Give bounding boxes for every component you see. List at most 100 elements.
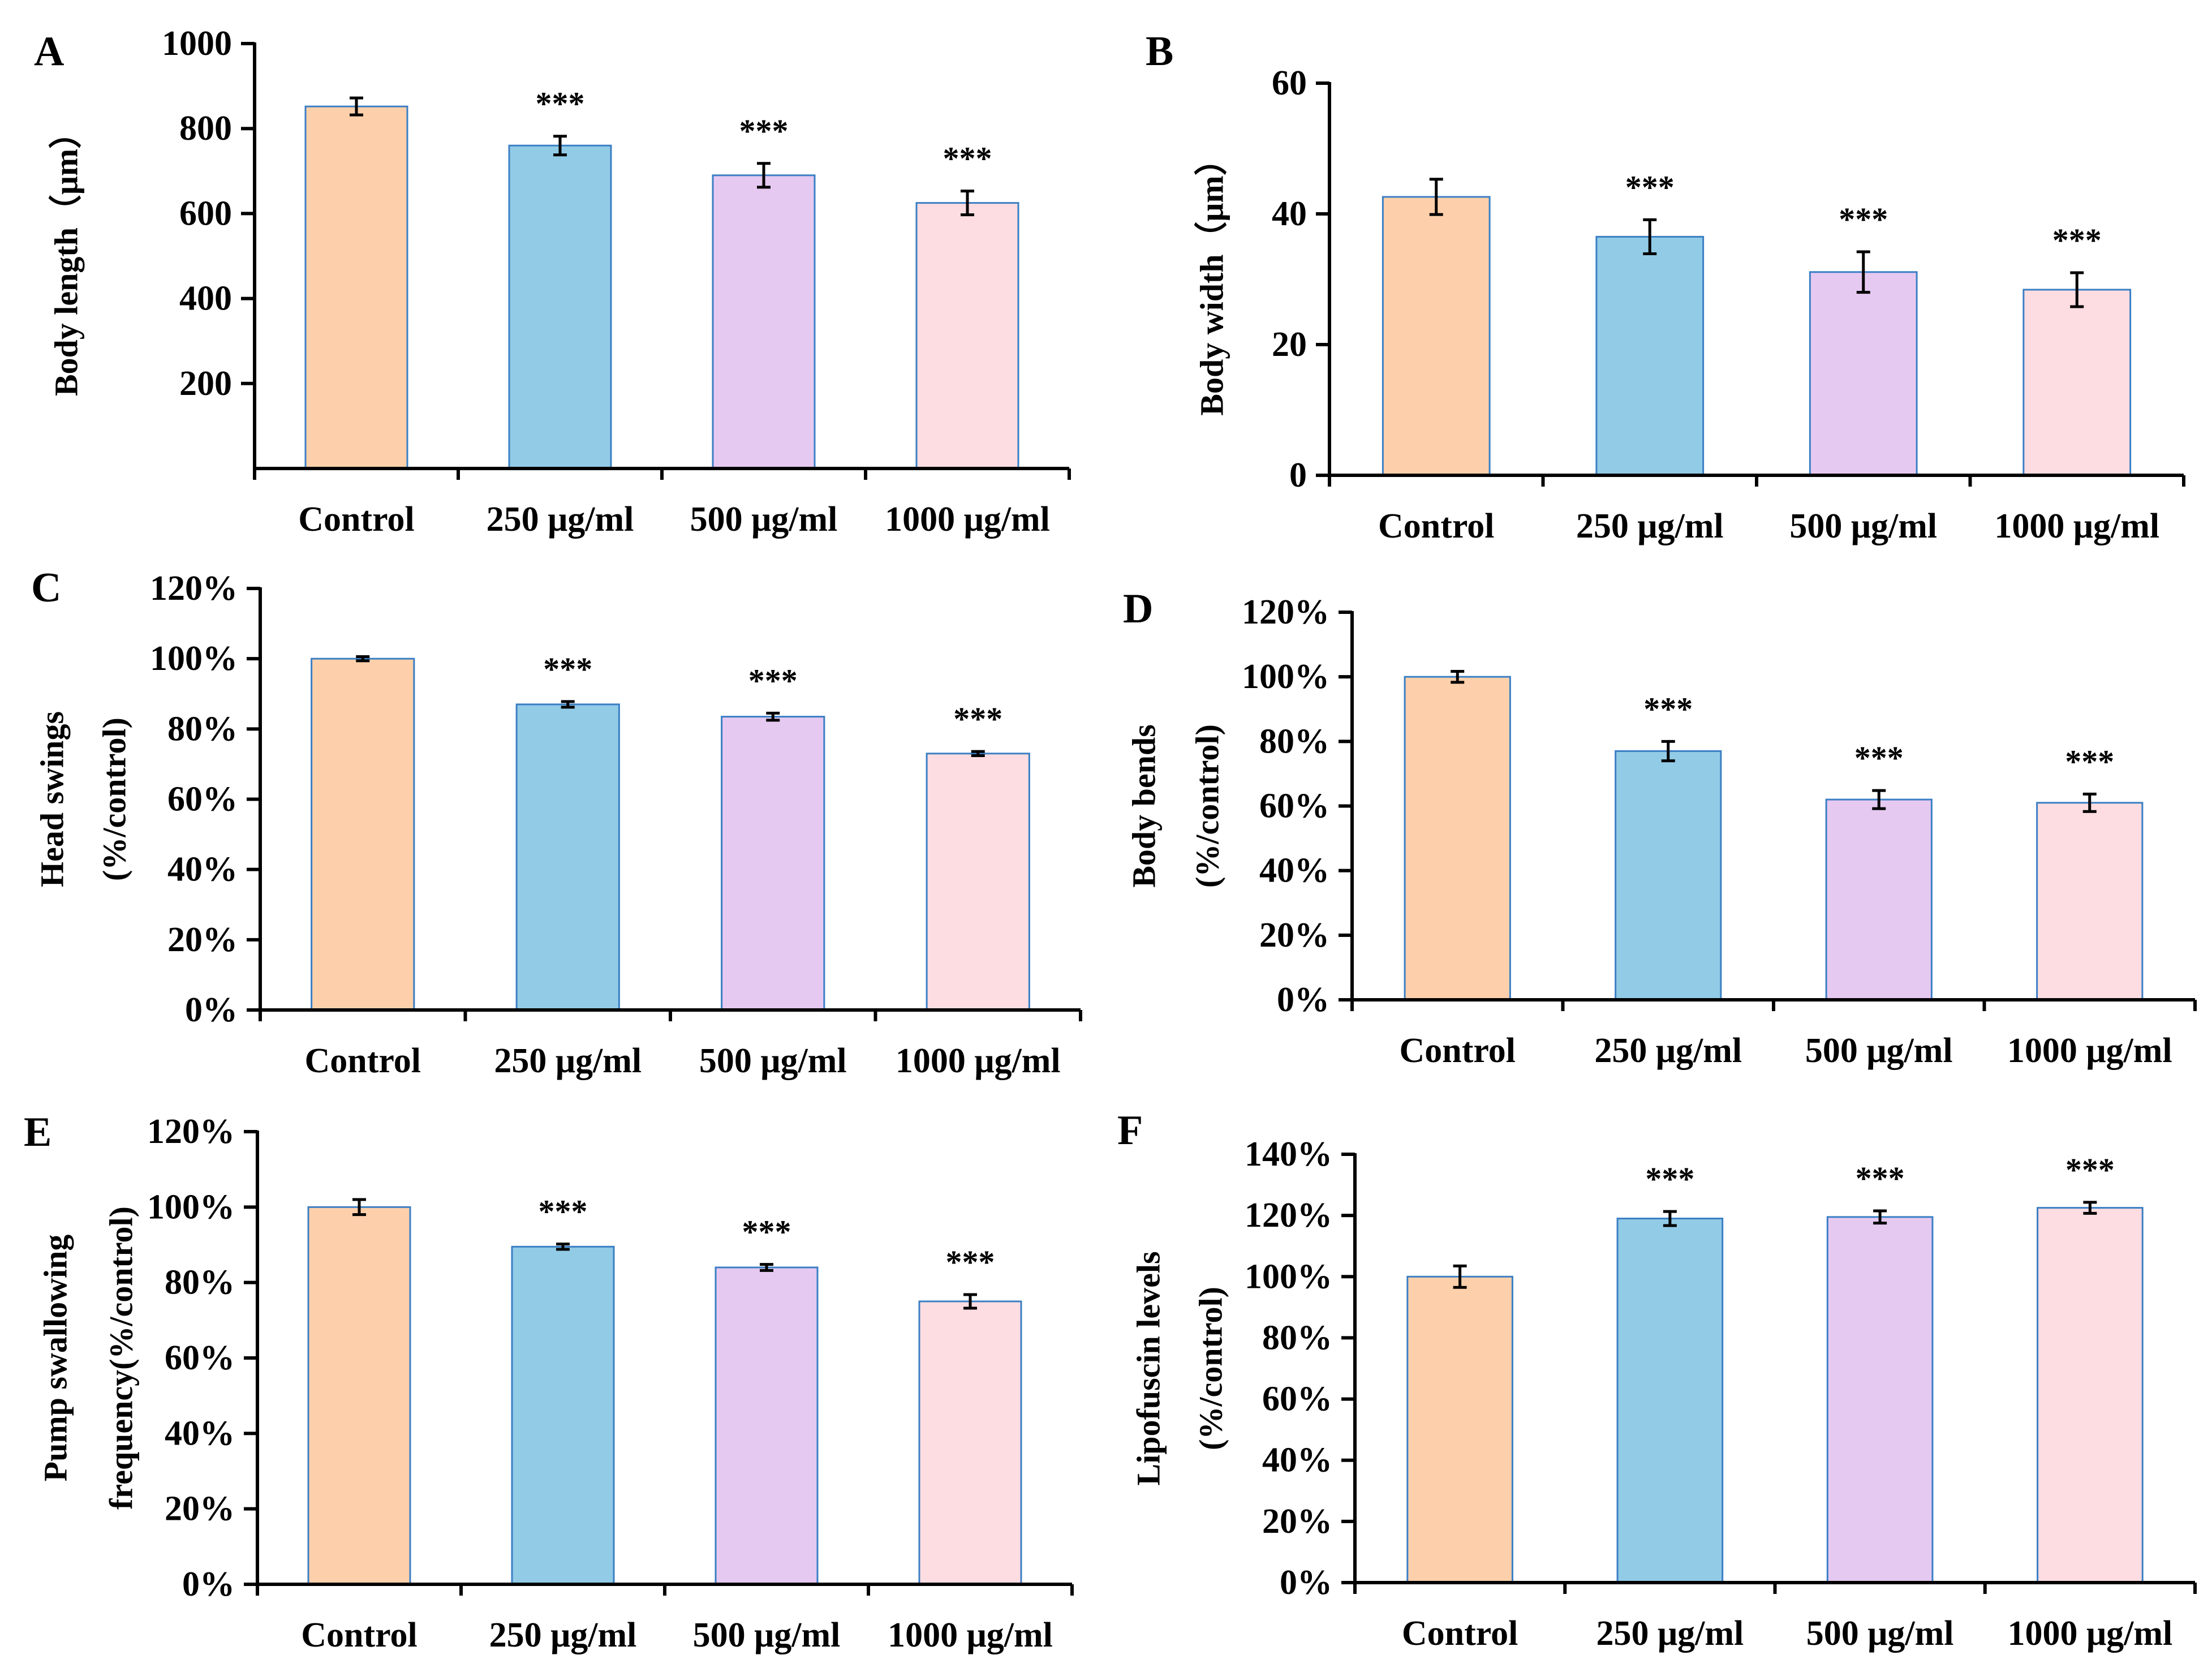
y-tick-label: 120% [1245, 1196, 1332, 1235]
x-tick-label: 500 μg/ml [1805, 1031, 1953, 1070]
y-tick-label: 40% [167, 850, 238, 889]
significance-marker: *** [2052, 222, 2102, 259]
bar [515, 703, 620, 1011]
bar [1825, 798, 1933, 1001]
bar [511, 1245, 615, 1585]
y-tick-label: 100% [1242, 657, 1329, 696]
chart-panel-f: F Lipofuscin levels (%/control) Control *** 2… [1117, 1107, 2197, 1653]
y-tick-label: 60% [1259, 787, 1329, 826]
y-tick-label: 20% [167, 921, 238, 959]
x-tick-label: 500 μg/ml [693, 1616, 841, 1654]
x-tick-label: 1000 μg/ml [888, 1616, 1053, 1654]
y-axis-title: Body bends [1126, 724, 1163, 888]
bar [311, 657, 415, 1011]
y-tick-label: 80% [1262, 1318, 1332, 1357]
bar [1616, 1218, 1724, 1584]
significance-marker: *** [739, 113, 789, 149]
significance-marker: *** [2065, 743, 2114, 780]
significance-marker: *** [943, 140, 992, 177]
bar [1826, 1216, 1934, 1584]
x-tick-label: 1000 μg/ml [896, 1042, 1061, 1080]
x-tick-label: 1000 μg/ml [885, 500, 1050, 539]
y-axis-title: Body length（μm） [48, 116, 85, 396]
chart-panel-d: D Body bends (%/control) Control *** 250 μg/m… [1123, 586, 2197, 1070]
significance-marker: *** [1854, 740, 1904, 776]
y-tick-label: 40% [165, 1414, 235, 1452]
y-tick-label: 60% [165, 1339, 235, 1377]
y-tick-label: 20% [1262, 1502, 1332, 1541]
x-tick-label: 250 μg/ml [1594, 1031, 1742, 1070]
bar [721, 716, 825, 1011]
bar [2022, 289, 2132, 476]
y-tick-label: 20 [1272, 325, 1307, 364]
panel-label: E [24, 1109, 51, 1155]
chart-panel-b: B Body width（μm） Control *** 250 μg/ml *** 500… [1146, 28, 2185, 545]
x-tick-label: Control [1402, 1614, 1518, 1653]
x-tick-label: 500 μg/ml [690, 500, 838, 539]
significance-marker: *** [1645, 1160, 1694, 1197]
bar [715, 1266, 819, 1585]
bar [1404, 676, 1511, 1001]
bar [2037, 1207, 2144, 1584]
significance-marker: *** [1625, 169, 1675, 205]
x-tick-label: 1000 μg/ml [2008, 1614, 2173, 1653]
bar [712, 174, 816, 470]
x-tick-label: Control [1399, 1031, 1516, 1070]
y-axis-subtitle: frequency(%/control) [103, 1206, 140, 1510]
y-tick-label: 800 [179, 109, 232, 148]
y-tick-label: 40% [1259, 852, 1329, 890]
bar [304, 105, 408, 470]
y-tick-label: 100% [147, 1188, 235, 1226]
bar [915, 202, 1019, 470]
significance-marker: *** [742, 1214, 791, 1250]
significance-marker: *** [2065, 1151, 2115, 1188]
y-tick-label: 140% [1245, 1135, 1332, 1174]
x-tick-label: 250 μg/ml [487, 500, 634, 539]
y-tick-label: 100% [1245, 1257, 1332, 1296]
y-tick-label: 120% [150, 569, 238, 608]
significance-marker: *** [536, 85, 585, 122]
significance-marker: *** [1643, 690, 1693, 727]
significance-marker: *** [748, 662, 798, 699]
y-tick-label: 40 [1272, 195, 1307, 233]
chart-panel-a: A Body length（μm） Control *** 250 μg/ml *** 50… [34, 24, 1071, 539]
significance-marker: *** [1856, 1160, 1905, 1197]
x-tick-label: 1000 μg/ml [1994, 507, 2159, 545]
y-axis-subtitle: (%/control) [96, 717, 133, 881]
panel-label: C [31, 565, 61, 611]
y-tick-label: 400 [179, 280, 232, 318]
y-tick-label: 80% [167, 710, 238, 748]
significance-marker: *** [539, 1193, 588, 1230]
y-tick-label: 0% [1280, 1563, 1332, 1602]
bar [1406, 1275, 1513, 1584]
bar [1595, 235, 1705, 476]
y-tick-label: 1000 [162, 24, 232, 63]
y-tick-label: 0 [1289, 456, 1307, 495]
bar [2036, 802, 2144, 1001]
x-tick-label: Control [1378, 507, 1495, 545]
x-tick-label: Control [304, 1042, 421, 1080]
x-tick-label: 500 μg/ml [1789, 507, 1937, 545]
chart-panel-e: E Pump swallowing frequency(%/control) Cont… [24, 1109, 1074, 1654]
y-tick-label: 20% [165, 1490, 235, 1528]
chart-panel-c: C Head swings (%/control) Control *** 250 μg/… [31, 565, 1082, 1080]
y-tick-label: 0% [1277, 981, 1329, 1019]
y-tick-label: 40% [1262, 1441, 1332, 1480]
y-tick-label: 200 [179, 364, 232, 403]
x-tick-label: Control [298, 500, 415, 539]
bar [1382, 196, 1491, 476]
y-axis-title: Lipofuscin levels [1130, 1251, 1167, 1485]
x-tick-label: 250 μg/ml [1576, 507, 1724, 545]
x-tick-label: 250 μg/ml [1596, 1614, 1744, 1653]
x-tick-label: 500 μg/ml [699, 1042, 847, 1080]
y-axis-subtitle: (%/control) [1193, 1287, 1229, 1450]
panel-label: F [1117, 1107, 1143, 1154]
x-tick-label: 250 μg/ml [489, 1616, 637, 1654]
panel-label: B [1146, 28, 1173, 75]
bar [1809, 271, 1918, 476]
y-tick-label: 60 [1272, 64, 1307, 102]
y-tick-label: 120% [147, 1112, 235, 1151]
bar [508, 144, 612, 470]
